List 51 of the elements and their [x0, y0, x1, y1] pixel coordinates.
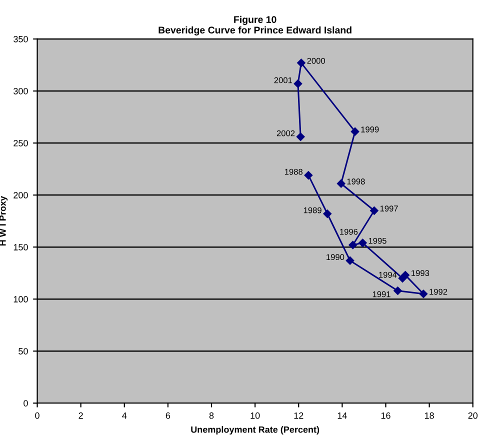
annotation: 1996 [340, 228, 358, 235]
chart-title: Figure 10 Beveridge Curve for Prince Edward Island [158, 16, 352, 36]
annotation: 1991 [372, 291, 390, 298]
x-tick-label: 18 [424, 412, 434, 419]
y-tick-label: 350 [14, 36, 28, 42]
x-axis-title: Unemployment Rate (Percent) [191, 426, 320, 435]
point [296, 132, 305, 141]
y-tick-label: 150 [14, 244, 28, 250]
point [304, 171, 313, 180]
point [346, 256, 354, 265]
x-tick-label: 0 [35, 412, 40, 419]
point [294, 80, 302, 88]
point [419, 290, 428, 298]
y-tick-label: 100 [14, 296, 28, 302]
annotation: 1989 [304, 207, 322, 214]
annotation: 1992 [430, 288, 448, 295]
annotation: 1999 [361, 126, 379, 132]
x-tick-label: 12 [294, 412, 304, 419]
point [370, 206, 378, 215]
x-tick-label: 16 [381, 412, 390, 419]
y-tick-label: 50 [18, 348, 28, 354]
y-axis-title: H W I Proxy [0, 196, 8, 246]
annotation: 1990 [326, 254, 344, 260]
point [358, 238, 367, 248]
annotation: 1995 [368, 238, 386, 244]
point [336, 179, 346, 188]
annotation: 1998 [347, 178, 365, 184]
y-tick-label: 250 [14, 140, 28, 146]
point [350, 127, 360, 136]
x-tick-label: 20 [468, 412, 478, 419]
point [297, 58, 306, 68]
annotation: 1997 [380, 206, 398, 212]
x-tick-label: 10 [250, 412, 260, 419]
annotation: 1993 [412, 270, 430, 276]
point [394, 286, 402, 295]
x-tick-label: 4 [122, 412, 127, 419]
point [323, 210, 332, 218]
annotation: 2001 [274, 77, 292, 84]
point [398, 274, 407, 282]
x-tick-label: 14 [338, 412, 347, 419]
point [348, 240, 357, 250]
annotation: 2002 [276, 130, 295, 136]
x-tick-label: 8 [209, 412, 214, 419]
annotation: 1988 [284, 168, 303, 175]
y-tick-label: 0 [24, 400, 28, 406]
x-tick-label: 2 [78, 412, 83, 419]
annotation: 1994 [379, 272, 397, 278]
annotation: 2000 [307, 58, 326, 64]
y-tick-label: 300 [14, 88, 28, 94]
x-tick-label: 6 [166, 412, 170, 419]
y-tick-label: 200 [14, 192, 28, 198]
